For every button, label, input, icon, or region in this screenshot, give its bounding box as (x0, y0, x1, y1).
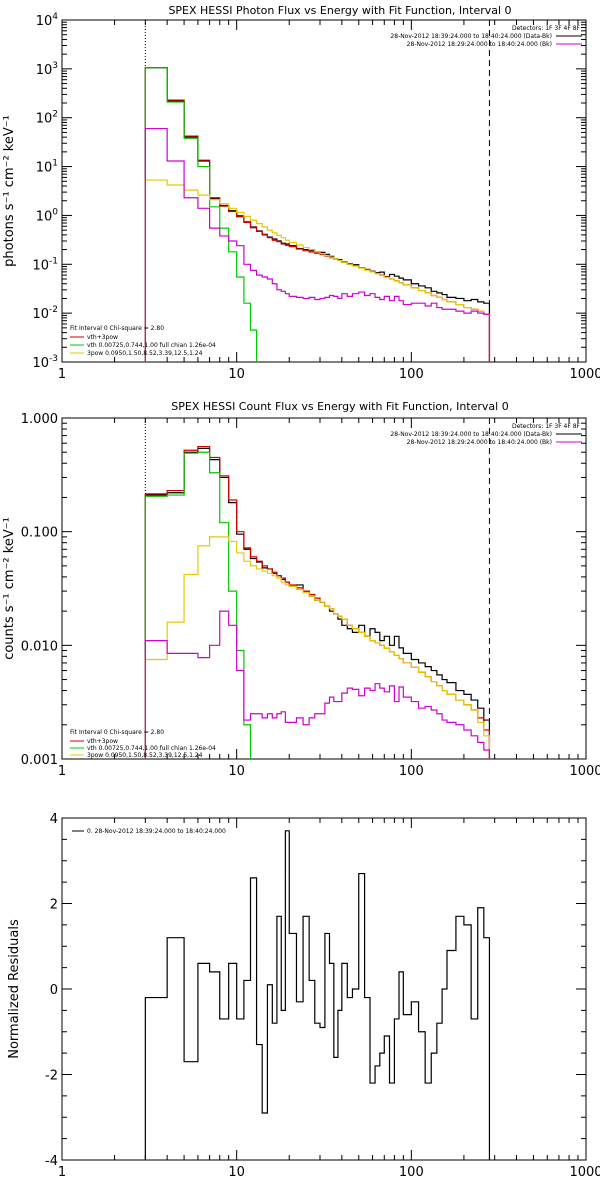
x-tick-label: 100 (399, 764, 424, 779)
y-tick-label: 100 (36, 207, 59, 224)
y-tick-label: 0.100 (21, 526, 58, 541)
count-flux-panel: SPEX HESSI Count Flux vs Energy with Fit… (2, 400, 600, 779)
x-tick-label: 100 (399, 367, 424, 382)
series-pow-line (144, 179, 491, 362)
y-tick-label: 10-2 (32, 305, 58, 322)
legend-entry-total: vth+3pow (87, 738, 118, 745)
legend-entry-pow: 3pow 0.0950,1.50,8.52,3.39,12.5,1.24 (87, 752, 203, 759)
x-tick-label: 1000 (569, 1165, 600, 1180)
chart-title: SPEX HESSI Photon Flux vs Energy with Fi… (168, 4, 511, 17)
x-tick-label: 1000 (569, 367, 600, 382)
series-total-line (144, 446, 491, 759)
y-tick-label: -2 (45, 1069, 58, 1084)
legend-entry-pow: 3pow 0.0950,1.50,8.52,3.39,12.5,1.24 (87, 350, 203, 357)
fit-legend-title: Fit Interval 0 Chi-square = 2.80 (70, 729, 164, 736)
series-resid-line (144, 830, 491, 1160)
legend-entry-vth: vth 0.00725,0.744,1.00 full chian 1.26e-… (87, 342, 216, 349)
series-total-line (144, 67, 491, 362)
plot-frame (61, 19, 587, 363)
series-data-line (144, 67, 491, 362)
fit-legend-entries: vth+3pow vth 0.00725,0.744,1.00 full chi… (70, 334, 216, 357)
x-tick-label: 10 (228, 764, 245, 779)
plot-frame (61, 417, 587, 760)
x-tick-label: 1 (58, 764, 66, 779)
x-tick-label: 1 (58, 367, 66, 382)
x-tick-label: 10 (228, 367, 245, 382)
x-tick-label: 100 (399, 1165, 424, 1180)
y-axis-label: Normalized Residuals (7, 919, 22, 1059)
y-tick-label: 0.001 (21, 753, 58, 768)
residuals-panel: Normalized Residuals 1 10 100 1000 -4 -2 0 2 4 0… (7, 812, 600, 1180)
x-tick-label: 10 (228, 1165, 245, 1180)
plot-frame (61, 817, 587, 1161)
series-pow-line (144, 536, 491, 759)
legend-entry-vth: vth 0.00725,0.744,1.00 full chian 1.26e-… (87, 745, 216, 752)
y-tick-label: 0 (50, 983, 58, 998)
background-time-label: 28-Nov-2012 18:29:24.000 to 18:40:24.000… (407, 41, 552, 48)
y-tick-label: 10-3 (32, 354, 58, 371)
data-time-label: 28-Nov-2012 18:39:24.000 to 18:40:24.000… (390, 431, 552, 438)
y-tick-label: 103 (36, 61, 58, 78)
chart-title: SPEX HESSI Count Flux vs Energy with Fit… (171, 400, 508, 413)
y-tick-label: 104 (36, 12, 59, 29)
series-vth-line (144, 67, 258, 362)
detectors-label: Detectors: 1F 3F 4F 8F (512, 25, 581, 32)
x-tick-label: 1000 (569, 764, 600, 779)
y-axis-label: photons s⁻¹ cm⁻² keV⁻¹ (2, 115, 17, 267)
plot-layer: 1 10 100 1000 10-3 10-2 10-1 100 101 102 103 104 (32, 12, 600, 382)
detectors-label: Detectors: 1F 3F 4F 8F (512, 423, 581, 430)
background-time-label: 28-Nov-2012 18:29:24.000 to 18:40:24.000… (407, 439, 552, 446)
y-axis-label: counts s⁻¹ cm⁻² keV⁻¹ (2, 517, 17, 660)
data-time-label: 28-Nov-2012 18:39:24.000 to 18:40:24.000… (390, 33, 552, 40)
y-tick-label: 0.010 (21, 639, 58, 654)
y-tick-label: 2 (50, 898, 58, 913)
series-bk-line (144, 127, 491, 362)
x-tick-label: 1 (58, 1165, 66, 1180)
y-tick-label: 1.000 (21, 412, 58, 427)
plot-layer: 1 10 100 1000 0.001 0.010 0.100 1.000 (21, 412, 600, 779)
y-tick-label: 102 (36, 110, 58, 127)
legend-entry-total: vth+3pow (87, 334, 118, 341)
fit-legend-title: Fit Interval 0 Chi-square = 2.80 (70, 325, 164, 332)
fit-legend-entries: vth+3pow vth 0.00725,0.744,1.00 full chi… (70, 738, 216, 759)
y-tick-label: 4 (50, 812, 58, 827)
legend-entry-resid: 0. 28-Nov-2012 18:39:24.000 to 18:40:24.… (87, 828, 226, 835)
y-tick-label: 10-1 (32, 256, 58, 273)
plot-layer: 1 10 100 1000 -4 -2 0 2 4 (45, 812, 600, 1180)
series-data-line (144, 447, 491, 759)
y-tick-label: -4 (45, 1154, 58, 1169)
series-vth-line (144, 451, 252, 759)
photon-flux-panel: SPEX HESSI Photon Flux vs Energy with Fi… (2, 4, 600, 382)
y-tick-label: 101 (36, 159, 58, 176)
series-bk-line (144, 610, 491, 759)
